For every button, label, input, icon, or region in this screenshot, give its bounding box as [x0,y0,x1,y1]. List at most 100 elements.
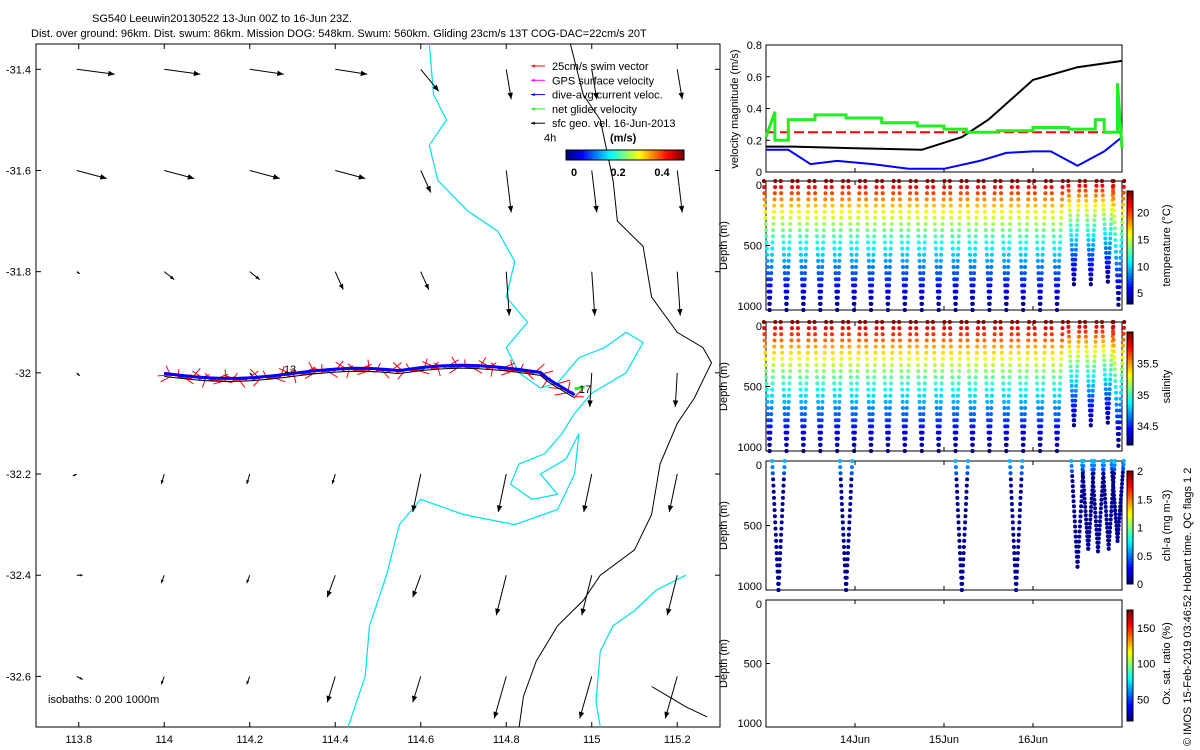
p-temp-profile-point [1024,228,1029,233]
p-sal-profile-point [781,381,786,386]
p-temp-profile-point [1019,265,1024,269]
p-chl-profile-point [1117,516,1122,521]
p-sal-profile-point [1050,356,1055,361]
p-temp-profile-point [767,301,772,306]
p-temp-profile-point [976,179,981,183]
p-temp-colorbar-frame [1126,190,1134,305]
p-temp-profile-point [812,185,817,190]
p-sal-profile-point [922,393,927,398]
p-sal-colorbar-segment [1127,436,1133,440]
p-temp-profile-point [786,265,791,269]
p-chl-profile-point [780,514,784,519]
p-temp-profile-point [1005,289,1010,294]
p-sal-profile-point [806,338,811,343]
p-sal-profile-point [1094,320,1099,324]
colorbar-segment [622,150,626,160]
p-sal-profile-point [1035,381,1040,386]
p-chl-profile-point [778,545,783,549]
p-temp-profile-point [1102,222,1107,227]
p-chl-profile-point [964,495,969,500]
p-sal-profile-point [1111,343,1116,348]
p-sal-profile-point [836,418,841,423]
p-sal-colorbar-segment [1127,340,1133,344]
p-temp-profile-point [1066,188,1071,193]
p-temp-profile-point [870,277,875,282]
p-sal-profile-point [938,418,942,423]
p-sal-profile-point [948,344,953,349]
p-chl-profile-point [1110,478,1115,482]
p-sal-profile-point [839,350,844,355]
p-sal-profile-point [920,442,924,447]
p-sal-profile-point [993,320,998,324]
p-sal-profile-point [1118,396,1123,401]
p-oxy-y-tick-label: 500 [744,659,762,671]
p-temp-colorbar-segment [1127,253,1133,257]
p-sal-profile-point [1055,430,1060,435]
p-chl-profile-point [1116,523,1121,528]
p-temp-profile-point [957,222,962,226]
p-temp-profile-point [940,228,945,233]
p-sal-profile-point [1016,332,1020,337]
p-sal-colorbar-segment [1127,377,1133,381]
p-temp-profile-point [812,179,817,183]
p-sal-profile-point [772,332,777,337]
colorbar-segment [566,150,570,160]
p-sal-profile-point [849,399,854,404]
p-temp-profile-point [890,197,895,202]
p-temp-profile-point [1052,246,1057,251]
p-chl-profile-point [1086,538,1091,543]
p-chl-profile-point [1081,475,1086,480]
p-chl-profile-point [1101,479,1106,484]
p-temp-profile-point [1038,289,1043,294]
p-temp-profile-point [864,209,869,214]
p-sal-profile-point [956,375,961,380]
p-temp-profile-point [853,283,858,288]
p-sal-profile-point [786,393,791,398]
p-sal-profile-point [886,436,891,441]
p-sal-colorbar-segment [1127,430,1133,435]
p-temp-profile-point [773,185,778,190]
p-sal-profile-point [974,369,979,374]
p-chl-colorbar-segment [1127,476,1133,480]
p-oxy-colorbar-segment [1127,696,1133,700]
p-sal-profile-point [768,436,773,441]
p-oxy-colorbar-segment [1127,618,1133,622]
p-sal-profile-point [797,356,802,361]
p-temp-profile-point [967,234,972,239]
p-sal-profile-point [795,326,800,331]
velocity-y-tick-label: 0.4 [747,104,762,116]
p-temp-profile-point [781,234,786,239]
p-sal-profile-point [840,326,845,331]
p-sal-profile-point [987,442,992,447]
p-temp-profile-point [1057,258,1062,263]
p-sal-profile-point [869,449,873,453]
p-temp-profile-point [764,234,769,239]
p-temp-profile-point [956,246,961,251]
p-sal-profile-point [769,406,774,410]
p-chl-profile-point [1109,504,1114,509]
p-sal-profile-point [1090,403,1094,408]
p-sal-profile-point [1103,382,1108,387]
p-temp-profile-point [989,271,993,276]
p-temp-profile-point [785,283,790,288]
p-temp-profile-point [801,301,806,306]
p-chl-profile-point [1070,484,1075,489]
p-sal-profile-point [882,381,887,386]
geo-velocity-arrow-head [77,271,80,274]
colorbar-segment [577,150,582,160]
p-temp-profile-point [951,258,956,263]
p-temp-profile-point [891,185,896,190]
p-temp-profile-point [1009,203,1013,208]
p-sal-profile-point [853,412,858,417]
p-temp-profile-point [938,258,943,263]
p-sal-profile-point [884,412,889,417]
p-temp-profile-point [1016,203,1021,208]
p-sal-profile-point [1106,406,1111,411]
velocity-y-tick-label: 0.8 [747,40,762,52]
p-temp-profile-point [785,295,789,300]
p-sal-profile-point [1091,369,1096,374]
swim-vector [410,368,425,372]
p-temp-profile-point [887,271,892,276]
p-chl-profile-point [782,459,787,463]
p-sal-profile-point [914,332,919,337]
